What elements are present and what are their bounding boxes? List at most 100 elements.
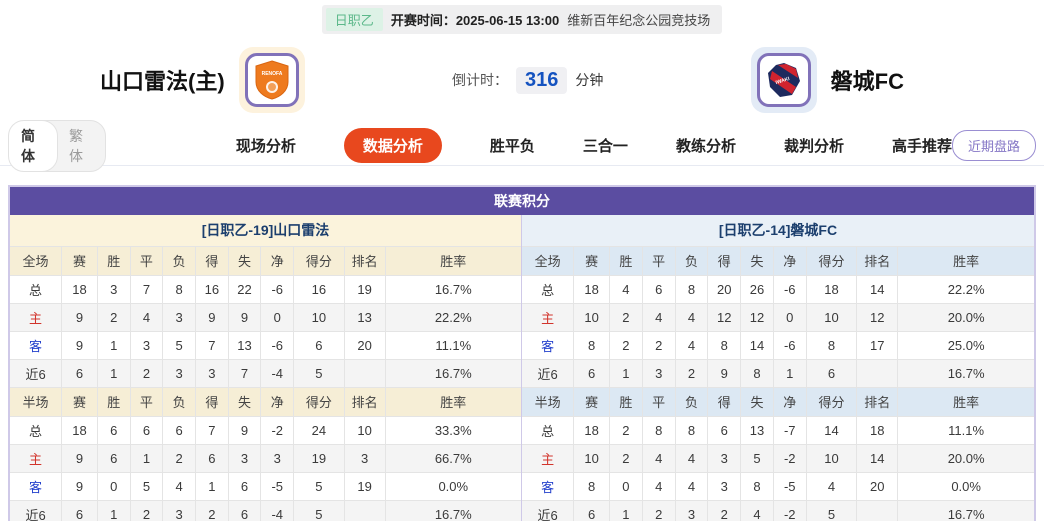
table-cell: 2: [96, 303, 131, 332]
table-cell: [343, 359, 386, 388]
table-cell: 17: [856, 331, 899, 360]
table-cell: 2: [129, 359, 164, 388]
table-cell: 失: [227, 387, 262, 417]
table-cell: 3: [194, 359, 229, 388]
table-cell: 11.1%: [384, 331, 521, 360]
table-cell: 8: [740, 359, 774, 388]
table-cell: 主: [10, 444, 63, 473]
table-row: 近6 6 1 2 3 2 4 -2 5 16.7%: [522, 500, 1034, 521]
table-row: 主 10 2 4 4 12 12 0 10 12 20.0%: [522, 303, 1034, 332]
table-row: 客 9 1 3 5 7 13 -6 6 20 11.1%: [10, 331, 521, 360]
table-cell: 3: [227, 444, 262, 473]
table-cell: 9: [61, 444, 98, 473]
away-team-logo: IWAKI: [750, 47, 817, 113]
table-cell: 2: [609, 444, 643, 473]
table-cell: 18: [805, 275, 858, 304]
table-cell: 2: [641, 331, 676, 360]
table-cell: 近6: [522, 500, 575, 521]
table-cell: 3: [343, 444, 386, 473]
table-cell: 24: [293, 416, 345, 445]
table-cell: 9: [194, 303, 229, 332]
table-row: 主 9 2 4 3 9 9 0 10 13 22.2%: [10, 303, 521, 332]
table-cell: 近6: [10, 500, 63, 521]
table-cell: 赛: [61, 387, 98, 417]
tables-container: [日职乙-19]山口雷法 全场赛胜平负得失净得分 排名 胜率总 18 3 7 8 16 22 -6 1…: [10, 215, 1034, 521]
nav-bar: 简体 繁体 现场分析 数据分析 胜平负 三合一 教练分析 裁判分析 高手推荐 近期盘路: [0, 119, 1044, 172]
table-cell: 9: [61, 303, 98, 332]
table-cell: 平: [641, 246, 676, 276]
table-cell: 13: [343, 303, 386, 332]
tab-three-in-one[interactable]: 三合一: [582, 138, 628, 155]
table-cell: 排名: [343, 387, 386, 417]
table-cell: 12: [856, 303, 899, 332]
league-badge: 日职乙: [325, 8, 383, 31]
table-cell: 2: [194, 500, 229, 521]
table-cell: 6: [194, 444, 229, 473]
table-cell: 胜率: [384, 387, 521, 417]
countdown-unit: 分钟: [575, 72, 604, 88]
table-row: 近6 6 1 2 3 3 7 -4 5 16.7%: [10, 359, 521, 388]
table-cell: 得分: [805, 246, 858, 276]
table-cell: -2: [772, 500, 807, 521]
tab-expert-picks[interactable]: 高手推荐: [891, 138, 952, 155]
table-cell: 半场: [10, 387, 63, 417]
table-cell: 3: [674, 500, 709, 521]
table-cell: 6: [227, 500, 262, 521]
table-cell: 19: [293, 444, 345, 473]
table-cell: 主: [522, 303, 575, 332]
panel-title: 联赛积分: [10, 187, 1034, 215]
table-cell: 7: [129, 275, 164, 304]
table-cell: 赛: [573, 246, 611, 276]
team-header: 山口雷法(主) RENOFA 倒计时： 316 分钟: [0, 40, 1044, 120]
table-cell: -6: [772, 331, 807, 360]
lang-traditional-button[interactable]: 繁体: [68, 127, 83, 164]
table-cell: 0: [609, 472, 643, 501]
table-cell: 客: [10, 472, 63, 501]
table-cell: 6: [573, 359, 611, 388]
table-cell: 8: [805, 331, 858, 360]
table-cell: 5: [162, 331, 196, 360]
table-row: 总 18 4 6 8 20 26 -6 18 14 22.2%: [522, 275, 1034, 304]
table-cell: 16.7%: [897, 359, 1034, 388]
table-cell: 4: [162, 472, 196, 501]
tab-win-draw-lose[interactable]: 胜平负: [489, 138, 535, 155]
venue-name: 维新百年纪念公园竞技场: [567, 13, 711, 28]
table-row: 总 18 6 6 6 7 9 -2 24 10 33.3%: [10, 416, 521, 445]
table-cell: 失: [740, 246, 774, 276]
table-cell: 1: [609, 359, 643, 388]
lang-simplified-button[interactable]: 简体: [8, 120, 58, 171]
table-cell: 19: [343, 472, 386, 501]
tab-live-analysis[interactable]: 现场分析: [235, 138, 296, 155]
tab-coach-analysis[interactable]: 教练分析: [675, 138, 736, 155]
table-cell: 主: [522, 444, 575, 473]
table-cell: 客: [522, 331, 575, 360]
away-team-block: IWAKI 磐城FC: [750, 47, 904, 113]
table-cell: 18: [856, 416, 899, 445]
away-logo-frame: IWAKI: [756, 53, 811, 107]
iwaki-crest-icon: IWAKI: [767, 63, 800, 97]
away-team-name: 磐城FC: [830, 69, 904, 94]
table-cell: 9: [61, 331, 98, 360]
table-cell: 5: [129, 472, 164, 501]
tab-referee-analysis[interactable]: 裁判分析: [783, 138, 844, 155]
table-cell: 5: [740, 444, 774, 473]
table-cell: 10: [805, 444, 858, 473]
kickoff-value: 2025-06-15 13:00: [455, 13, 560, 28]
table-cell: 9: [227, 303, 262, 332]
match-info-bar: 日职乙 开赛时间：2025-06-15 13:00 维新百年纪念公园竞技场: [321, 5, 723, 34]
home-logo-frame: RENOFA: [244, 53, 299, 107]
analysis-tabs: 现场分析 数据分析 胜平负 三合一 教练分析 裁判分析 高手推荐: [236, 128, 952, 163]
table-cell: 16.7%: [384, 275, 521, 304]
table-cell: 6: [162, 416, 196, 445]
table-cell: 赛: [61, 246, 98, 276]
table-cell: 胜: [609, 387, 643, 417]
recent-odds-button[interactable]: 近期盘路: [951, 130, 1036, 161]
tab-data-analysis[interactable]: 数据分析: [343, 128, 442, 163]
league-points-panel: 联赛积分 [日职乙-19]山口雷法 全场赛胜平负得失净得分 排名 胜率总 18 3 7 8 16…: [8, 185, 1036, 521]
team-subtitle-row: [日职乙-14]磐城FC: [522, 215, 1034, 247]
table-cell: 6: [96, 444, 131, 473]
table-cell: 8: [674, 275, 709, 304]
table-row: 总 18 3 7 8 16 22 -6 16 19 16.7%: [10, 275, 521, 304]
column-header-row: 全场赛胜平负得失净得分 排名 胜率: [522, 246, 1034, 276]
team-subtitle: [日职乙-19]山口雷法: [10, 215, 521, 247]
